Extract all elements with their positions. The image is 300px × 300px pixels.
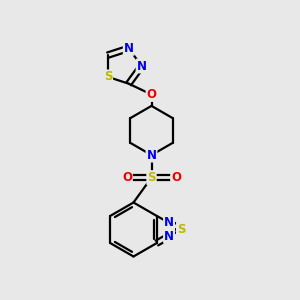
Text: S: S: [177, 223, 185, 236]
Text: N: N: [164, 216, 174, 229]
Text: N: N: [124, 42, 134, 55]
Text: O: O: [122, 171, 132, 184]
Text: N: N: [136, 59, 147, 73]
Text: N: N: [146, 148, 157, 162]
Text: S: S: [147, 171, 156, 184]
Text: O: O: [146, 88, 157, 101]
Text: O: O: [171, 171, 181, 184]
Text: N: N: [164, 230, 174, 243]
Text: S: S: [104, 70, 112, 83]
